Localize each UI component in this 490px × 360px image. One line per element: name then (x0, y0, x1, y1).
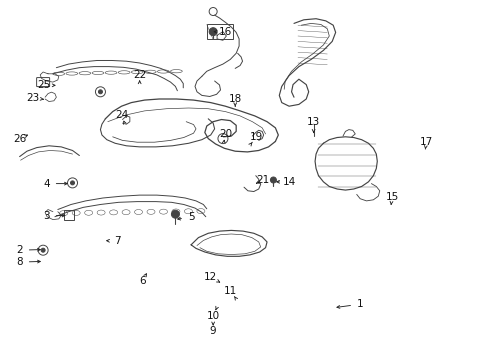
Circle shape (209, 28, 217, 36)
Text: 23: 23 (26, 93, 40, 103)
Text: 20: 20 (219, 129, 232, 139)
Text: 24: 24 (115, 110, 128, 120)
Text: 11: 11 (223, 286, 237, 296)
Text: 22: 22 (133, 70, 147, 80)
Circle shape (71, 181, 74, 185)
Text: 16: 16 (219, 27, 232, 37)
Circle shape (172, 210, 179, 218)
Text: 21: 21 (256, 175, 270, 185)
Text: 18: 18 (228, 94, 242, 104)
Text: 14: 14 (282, 177, 296, 187)
Text: 2: 2 (16, 245, 23, 255)
Text: 6: 6 (139, 276, 146, 286)
Circle shape (41, 248, 45, 252)
Text: 8: 8 (16, 257, 23, 267)
Bar (207, 24, 233, 40)
Text: 10: 10 (207, 311, 220, 321)
Text: 26: 26 (13, 134, 26, 144)
Text: 5: 5 (188, 212, 195, 222)
Text: 3: 3 (43, 211, 50, 221)
Circle shape (270, 177, 276, 183)
Text: 15: 15 (385, 192, 399, 202)
Bar (64, 210, 74, 220)
Text: 17: 17 (419, 137, 433, 147)
Text: 25: 25 (37, 80, 51, 90)
Text: 4: 4 (43, 179, 50, 189)
Text: 12: 12 (204, 272, 218, 282)
Text: 13: 13 (307, 117, 320, 127)
Text: 1: 1 (357, 299, 364, 309)
Circle shape (98, 90, 102, 94)
Text: 7: 7 (114, 236, 121, 246)
Text: 9: 9 (210, 326, 217, 336)
Text: 19: 19 (250, 132, 264, 142)
